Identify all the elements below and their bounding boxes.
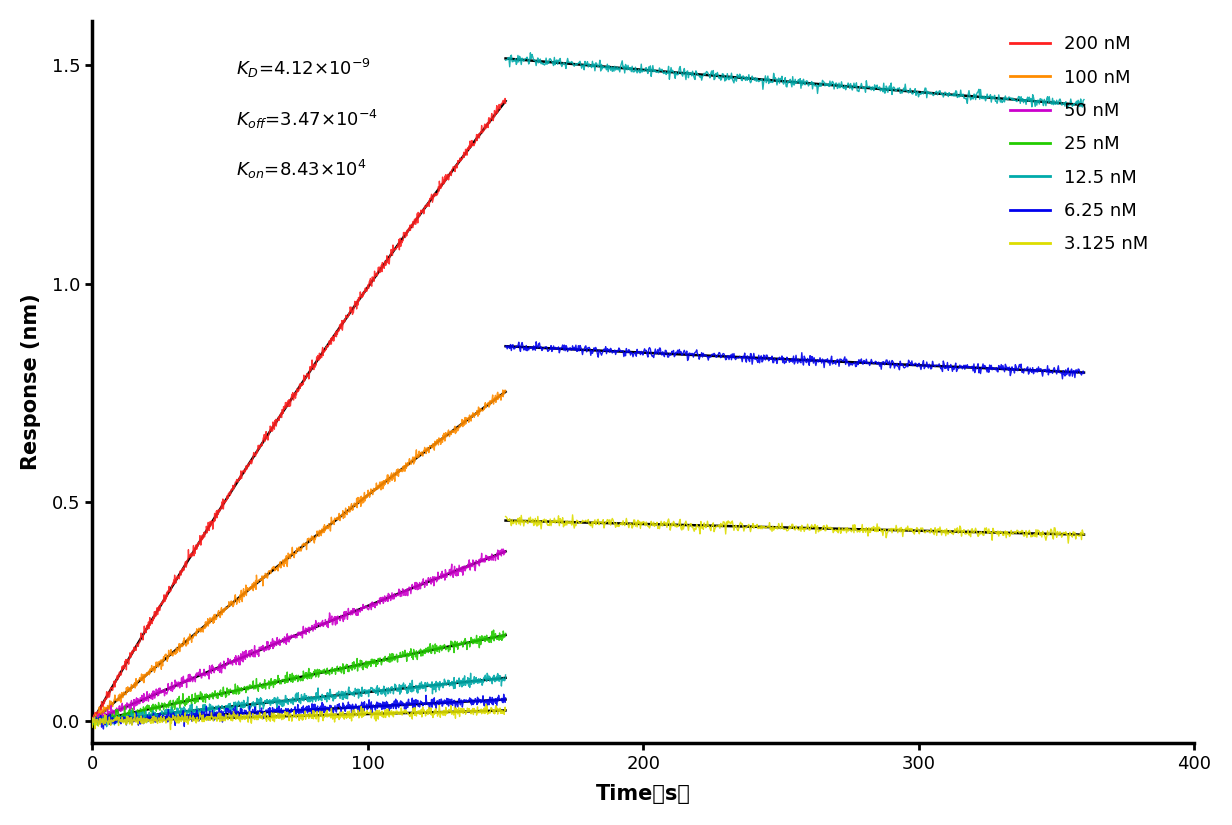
Legend: 200 nM, 100 nM, 50 nM, 25 nM, 12.5 nM, 6.25 nM, 3.125 nM: 200 nM, 100 nM, 50 nM, 25 nM, 12.5 nM, 6… <box>1005 30 1154 259</box>
Y-axis label: Response (nm): Response (nm) <box>21 294 41 470</box>
X-axis label: Time（s）: Time（s） <box>596 785 691 804</box>
Text: $K_{off}$=3.47×10$^{-4}$: $K_{off}$=3.47×10$^{-4}$ <box>235 107 378 130</box>
Text: $K_{on}$=8.43×10$^{4}$: $K_{on}$=8.43×10$^{4}$ <box>235 158 366 182</box>
Text: $K_D$=4.12×10$^{-9}$: $K_D$=4.12×10$^{-9}$ <box>235 57 371 80</box>
